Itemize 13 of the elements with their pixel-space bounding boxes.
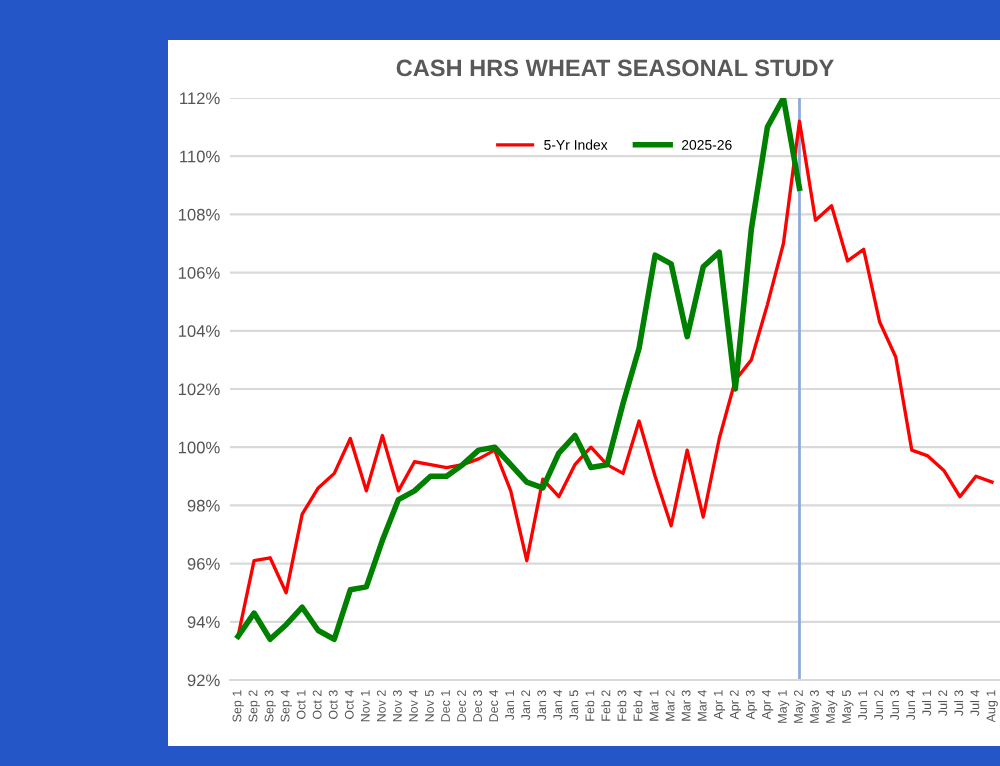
y-tick-label: 94% [187,616,220,628]
y-tick-label: 104% [178,325,220,337]
y-tick-label: 92% [187,674,220,687]
y-tick-label: 106% [178,267,220,279]
y-tick-label: 112% [180,92,220,105]
y-tick-label: 102% [178,383,220,396]
chart-title: CASH HRS WHEAT SEASONAL STUDY [396,59,834,77]
y-tick-label: 110% [180,150,220,163]
y-tick-label: 96% [187,558,220,570]
y-tick-label: 108% [178,208,220,221]
y-tick-label: 98% [187,499,220,512]
line-series [235,98,803,643]
y-tick-label: 100% [178,441,220,454]
